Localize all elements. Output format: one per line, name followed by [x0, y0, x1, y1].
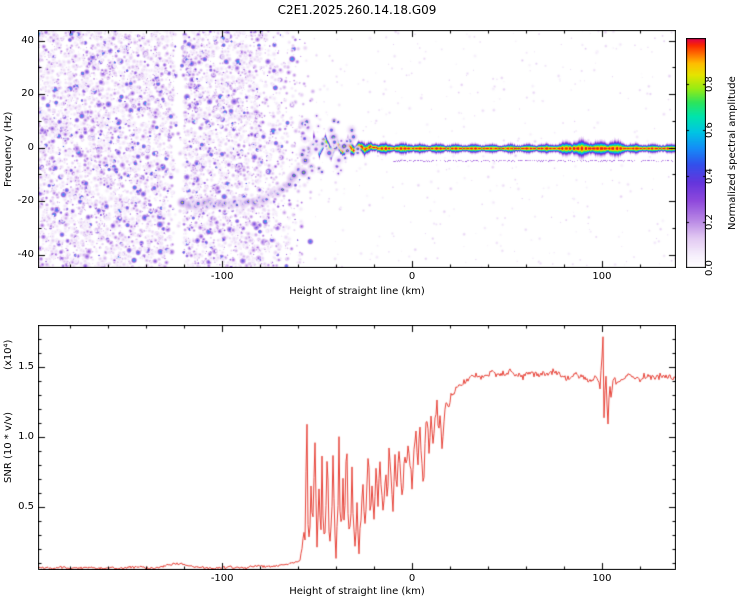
snr-line-plot: [38, 325, 676, 570]
spectrogram-heatmap: [38, 30, 676, 268]
spec-ytick-0: 0: [27, 141, 34, 153]
spec-ytick--40: -40: [17, 248, 34, 260]
snr-xtick-100: 100: [592, 573, 612, 584]
spectrogram-x-axis-label: Height of straight line (km): [289, 286, 425, 297]
snr-ytick-0.5: 0.5: [18, 501, 34, 512]
snr-y-scale-note: (x10⁴): [3, 339, 14, 371]
snr-xtick--100: -100: [210, 573, 234, 584]
cbar-tick-0.0: 0.0: [704, 260, 715, 276]
cbar-tick-0.4: 0.4: [704, 168, 715, 184]
cbar-tick-0.8: 0.8: [704, 76, 715, 92]
spec-xtick--100: -100: [210, 271, 234, 282]
cbar-tick-0.6: 0.6: [704, 122, 715, 138]
spec-xtick-100: 100: [592, 271, 612, 282]
spec-ytick-20: 20: [21, 88, 34, 100]
spec-xtick-0: 0: [408, 271, 416, 282]
snr-xtick-0: 0: [408, 573, 416, 584]
figure-title: C2E1.2025.260.14.18.G09: [277, 3, 437, 17]
snr-x-axis-label: Height of straight line (km): [289, 586, 425, 597]
snr-ytick-1.0: 1.0: [18, 431, 34, 442]
colorbar: [686, 38, 706, 268]
colorbar-label: Normalized spectral amplitude: [727, 76, 738, 230]
spec-ytick--20: -20: [17, 195, 34, 207]
cbar-tick-0.2: 0.2: [704, 214, 715, 230]
spec-ytick-40: 40: [21, 34, 34, 46]
snr-ytick-1.5: 1.5: [18, 361, 34, 372]
